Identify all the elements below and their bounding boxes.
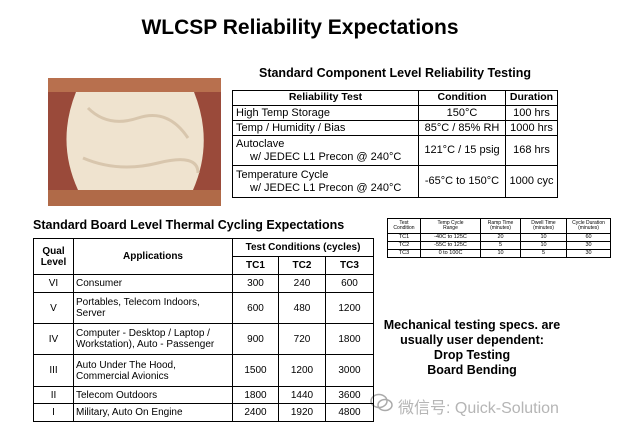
cycles: 600 (232, 292, 279, 324)
table-cell: 0 to 100C (420, 249, 481, 258)
qual-level: V (33, 292, 74, 324)
cycles: 1500 (232, 354, 279, 387)
table-cell: 1000 hrs (505, 120, 558, 136)
header-cell: TC3 (325, 256, 374, 275)
header-cell: Qual Level (33, 238, 74, 275)
cell-line: w/ JEDEC L1 Precon @ 240°C (250, 150, 402, 163)
table-cell: 121°C / 15 psig (418, 135, 506, 166)
cycles: 3600 (325, 386, 374, 404)
header-cell: Cycle Duration (minutes) (566, 218, 611, 234)
cell-line: Telecom Outdoors (76, 389, 158, 401)
table-cell: 85°C / 85% RH (418, 120, 506, 136)
cell-line: (minutes) (533, 225, 554, 231)
cycles: 480 (278, 292, 326, 324)
table-cell: TC3 (387, 249, 421, 258)
qual-level: VI (33, 274, 74, 293)
table-cell: 30 (566, 249, 611, 258)
cell-line: Dwell Time (531, 219, 556, 226)
table-cell: 10 (480, 249, 521, 258)
wechat-icon (370, 393, 393, 412)
cell-line: (minutes) (490, 225, 511, 231)
header-cell: Temp Cycle Range (420, 218, 481, 234)
cycles: 900 (232, 323, 279, 355)
qual-level: III (33, 354, 74, 387)
cycles: 1200 (278, 354, 326, 387)
header-cell: Test Condition (387, 218, 421, 234)
table-cell: 168 hrs (505, 135, 558, 166)
application: Auto Under The Hood, Commercial Avionics (73, 354, 233, 387)
note-line: Board Bending (427, 363, 517, 377)
table-cell: 1000 cyc (505, 165, 558, 198)
cycles: 3000 (325, 354, 374, 387)
table-cell: Temperature Cycle w/ JEDEC L1 Precon @ 24… (232, 165, 419, 198)
cell-line: Commercial Avionics (76, 370, 169, 382)
cell-line: w/ JEDEC L1 Precon @ 240°C (250, 181, 402, 194)
table-cell: Autoclave w/ JEDEC L1 Precon @ 240°C (232, 135, 419, 166)
cell-line: Military, Auto On Engine (76, 407, 183, 418)
cell-line: Autoclave (236, 138, 285, 151)
cell-line: Range (443, 225, 458, 231)
cycles: 240 (278, 274, 326, 293)
table-cell: 150°C (418, 105, 506, 121)
cycles: 720 (278, 323, 326, 355)
note-line: Drop Testing (433, 348, 511, 362)
cell-line: Temp Cycle (437, 219, 464, 226)
application: Telecom Outdoors (73, 386, 233, 404)
application: Computer - Desktop / Laptop / Workstation… (73, 323, 233, 355)
cell-line: Qual (42, 245, 65, 257)
cell-line: Test (399, 219, 409, 226)
cell-line: Computer - Desktop / Laptop / (76, 328, 210, 339)
cell-line: Portables, Telecom Indoors, (76, 297, 200, 308)
application: Military, Auto On Engine (73, 403, 233, 422)
header-cell: Reliability Test (232, 90, 419, 106)
note-line: usually user dependent: (400, 333, 544, 347)
application: Portables, Telecom Indoors, Server (73, 292, 233, 324)
solder-bump-photo (48, 78, 221, 206)
header-cell: Dwell Time (minutes) (520, 218, 567, 234)
cycles: 1800 (232, 386, 279, 404)
table-cell: 5 (520, 249, 567, 258)
table-cell: Temp / Humidity / Bias (232, 120, 419, 136)
qual-level: IV (33, 323, 74, 355)
cell-line: Condition (393, 225, 415, 231)
cell-line: Workstation), Auto - Passenger (76, 339, 215, 350)
cycles: 2400 (232, 403, 279, 422)
qual-level: II (33, 386, 74, 404)
cycles: 300 (232, 274, 279, 293)
watermark: 微信号: Quick-Solution (398, 400, 559, 417)
cycles: 1800 (325, 323, 374, 355)
cell-line: Consumer (76, 278, 123, 289)
cycles: 1200 (325, 292, 374, 324)
header-cell: Applications (73, 238, 233, 275)
header-cell: Duration (505, 90, 558, 106)
table-cell: -65°C to 150°C (418, 165, 506, 198)
cell-line: Temperature Cycle (236, 169, 329, 182)
cycles: 600 (325, 274, 374, 293)
header-cell: Condition (418, 90, 506, 106)
table-title: Standard Component Level Reliability Tes… (258, 66, 532, 80)
cell-line: Ramp Time (487, 219, 514, 226)
cell-line: Server (76, 308, 106, 319)
cycles: 1440 (278, 386, 326, 404)
cycles: 4800 (325, 403, 374, 422)
qual-level: I (33, 403, 74, 422)
application: Consumer (73, 274, 233, 293)
header-cell: TC2 (278, 256, 326, 275)
cell-line: Auto Under The Hood, (76, 359, 176, 371)
slide-title: WLCSP Reliability Expectations (141, 16, 459, 39)
cell-line: Cycle Duration (572, 219, 605, 226)
header-cell: TC1 (232, 256, 279, 275)
cycles: 1920 (278, 403, 326, 422)
table-cell: 100 hrs (505, 105, 558, 121)
table-cell: High Temp Storage (232, 105, 419, 121)
table-title: Standard Board Level Thermal Cycling Exp… (33, 218, 345, 232)
header-cell: Ramp Time (minutes) (480, 218, 521, 234)
note-line: Mechanical testing specs. are (383, 318, 561, 332)
cell-line: (minutes) (578, 225, 599, 231)
cell-line: Level (40, 256, 67, 268)
header-cell: Test Conditions (cycles) (232, 238, 374, 257)
